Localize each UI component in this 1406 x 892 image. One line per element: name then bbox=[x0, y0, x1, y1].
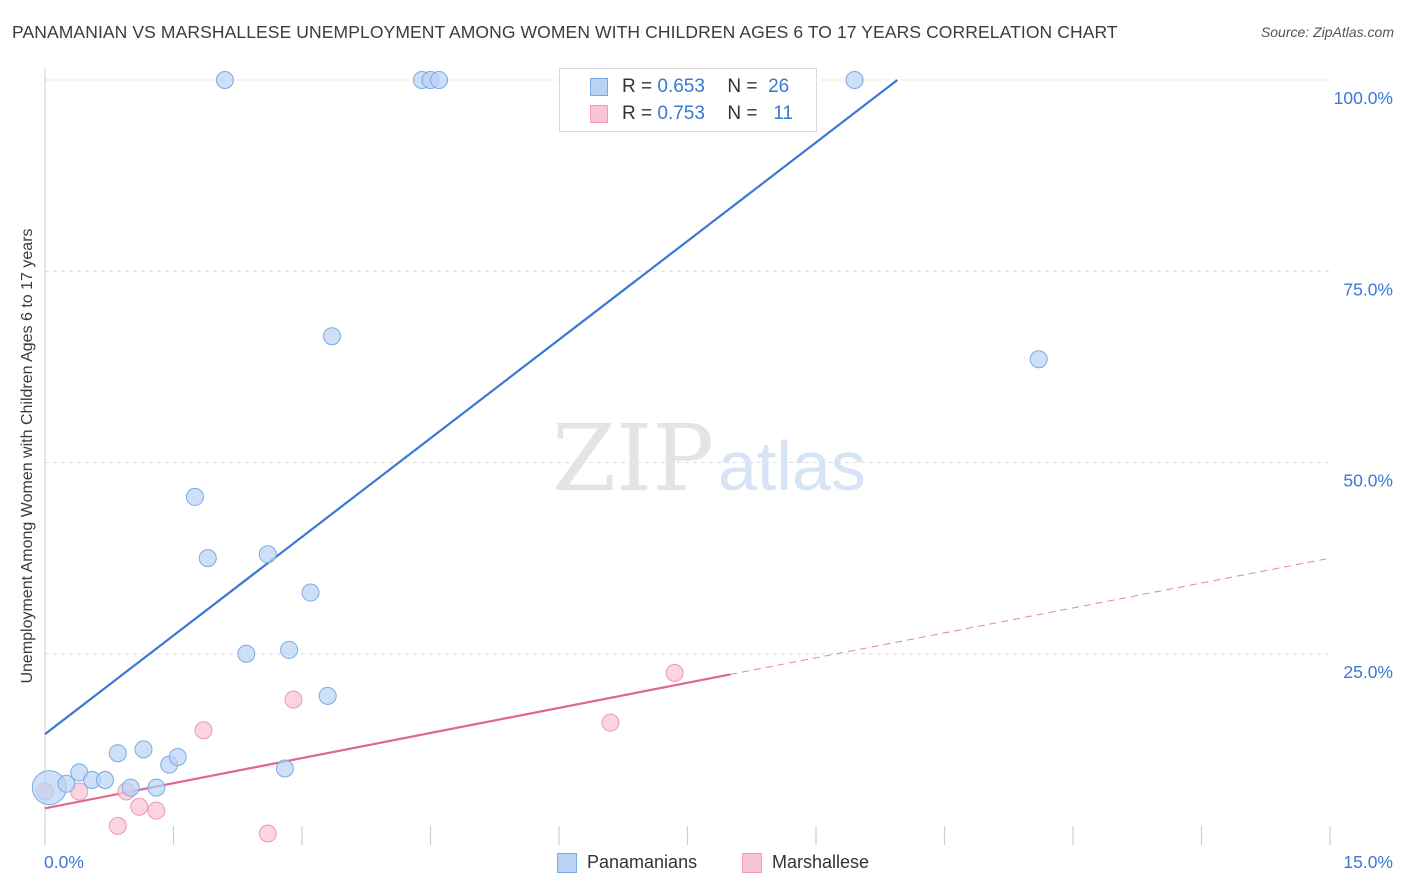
watermark: ZIP atlas bbox=[552, 405, 866, 512]
point-panamanians bbox=[215, 71, 234, 89]
trendline-panamanians bbox=[44, 79, 899, 735]
legend-row-panamanians: R = 0.653 N = 26 bbox=[560, 74, 789, 100]
y-tick-label: 100.0% bbox=[1334, 88, 1393, 108]
trendline-marshallese-projection bbox=[730, 557, 1331, 675]
point-marshallese bbox=[130, 797, 149, 816]
axes-layer bbox=[44, 68, 1331, 845]
point-panamanians bbox=[318, 686, 337, 705]
point-marshallese bbox=[284, 690, 303, 709]
x-tick-label: 0.0% bbox=[44, 852, 84, 872]
legend-n-value: 26 bbox=[768, 76, 790, 97]
series-legend: Panamanians Marshallese bbox=[0, 852, 1406, 878]
points-layer bbox=[31, 71, 1048, 843]
legend-label-panamanians: Panamanians bbox=[587, 852, 698, 872]
legend-item-marshallese: Marshallese bbox=[742, 852, 869, 873]
watermark-zip: ZIP bbox=[552, 405, 714, 512]
point-marshallese bbox=[258, 824, 277, 843]
legend-label-marshallese: Marshallese bbox=[772, 852, 870, 872]
point-panamanians bbox=[275, 759, 294, 778]
point-panamanians bbox=[237, 644, 256, 663]
y-tick-label: 50.0% bbox=[1343, 471, 1393, 491]
point-panamanians bbox=[258, 545, 277, 564]
legend-r-label: R = bbox=[622, 103, 653, 124]
point-panamanians bbox=[108, 744, 127, 763]
point-panamanians bbox=[185, 487, 204, 506]
point-marshallese bbox=[665, 663, 684, 682]
point-panamanians bbox=[198, 549, 217, 568]
legend-r-value: 0.653 bbox=[657, 76, 705, 97]
point-panamanians bbox=[301, 583, 320, 602]
point-panamanians bbox=[280, 640, 299, 659]
point-panamanians bbox=[430, 71, 449, 89]
y-axis-label: Unemployment Among Women with Children A… bbox=[19, 228, 36, 684]
legend-n-label: N = bbox=[727, 103, 758, 124]
watermark-atlas: atlas bbox=[718, 427, 866, 505]
swatch-panamanians bbox=[557, 852, 577, 873]
point-panamanians bbox=[134, 740, 153, 759]
legend-swatch-blue bbox=[590, 78, 608, 96]
legend-r-value: 0.753 bbox=[657, 103, 705, 124]
ticks-layer: 25.0% 50.0% 75.0% 100.0% 0.0% 15.0% bbox=[44, 88, 1393, 872]
legend-item-panamanians: Panamanians bbox=[557, 852, 697, 873]
point-panamanians bbox=[57, 774, 76, 793]
point-panamanians bbox=[95, 770, 114, 789]
grid-layer bbox=[45, 79, 1330, 655]
point-marshallese bbox=[601, 713, 620, 732]
point-panamanians bbox=[845, 71, 864, 89]
chart-title: PANAMANIAN VS MARSHALLESE UNEMPLOYMENT A… bbox=[12, 22, 1118, 42]
point-marshallese bbox=[108, 816, 127, 835]
point-panamanians bbox=[322, 327, 341, 346]
correlation-legend: R = 0.653 N = 26 R = 0.753 N = 11 bbox=[559, 68, 817, 132]
legend-n-label: N = bbox=[727, 76, 758, 97]
x-tick-label: 15.0% bbox=[1343, 852, 1393, 872]
y-tick-label: 25.0% bbox=[1343, 662, 1393, 682]
legend-row-marshallese: R = 0.753 N = 11 bbox=[560, 101, 793, 127]
point-panamanians bbox=[1029, 350, 1048, 369]
point-panamanians bbox=[121, 778, 140, 797]
point-panamanians bbox=[168, 748, 187, 767]
swatch-marshallese bbox=[742, 852, 762, 873]
legend-n-value: 11 bbox=[773, 103, 794, 124]
point-panamanians bbox=[147, 778, 166, 797]
source-label: Source: ZipAtlas.com bbox=[1260, 24, 1394, 40]
point-marshallese bbox=[147, 801, 166, 820]
y-tick-label: 75.0% bbox=[1343, 279, 1393, 299]
legend-r-label: R = bbox=[622, 76, 653, 97]
legend-swatch-pink bbox=[590, 105, 608, 123]
point-marshallese bbox=[194, 721, 213, 740]
